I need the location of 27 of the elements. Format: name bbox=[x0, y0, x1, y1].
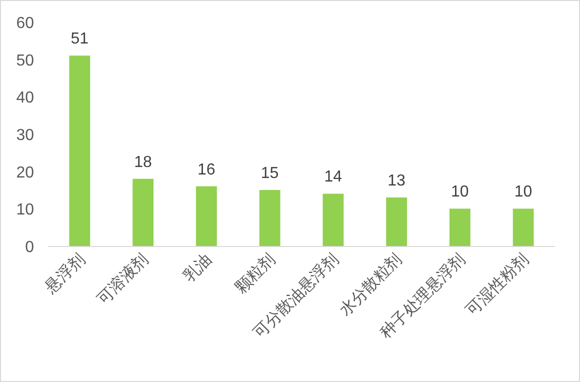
x-tick-label: 悬浮剂 bbox=[41, 250, 89, 298]
data-label: 13 bbox=[388, 172, 406, 190]
data-label: 18 bbox=[134, 154, 152, 171]
x-tick-label: 颗粒剂 bbox=[232, 250, 279, 297]
bar bbox=[69, 56, 90, 246]
y-tick-label: 20 bbox=[16, 164, 34, 182]
y-tick-label: 10 bbox=[16, 202, 34, 219]
y-tick-label: 0 bbox=[25, 239, 34, 256]
x-tick-label: 可溶液剂 bbox=[94, 250, 152, 308]
data-label: 10 bbox=[451, 184, 469, 201]
bar bbox=[132, 178, 154, 246]
y-tick-label: 50 bbox=[16, 52, 34, 70]
y-tick-label: 40 bbox=[16, 90, 34, 107]
data-label: 16 bbox=[198, 161, 216, 178]
y-tick-label: 30 bbox=[16, 127, 34, 144]
data-label: 15 bbox=[260, 165, 279, 182]
y-tick-label: 60 bbox=[16, 15, 34, 32]
data-label: 10 bbox=[514, 184, 532, 201]
bar bbox=[259, 190, 280, 246]
bar bbox=[322, 194, 344, 246]
x-tick-label: 乳油 bbox=[180, 250, 216, 286]
bar bbox=[196, 186, 217, 246]
data-label: 14 bbox=[324, 168, 342, 186]
data-label: 51 bbox=[70, 30, 89, 48]
bar bbox=[512, 208, 534, 246]
bar bbox=[449, 208, 470, 246]
bar bbox=[386, 197, 408, 246]
